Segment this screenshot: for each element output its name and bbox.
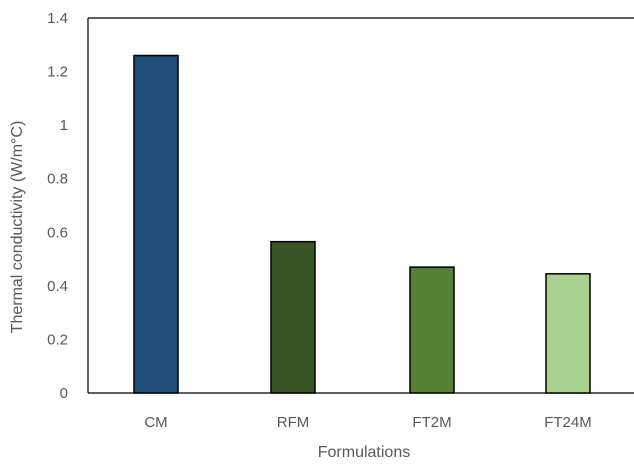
x-tick-label: RFM <box>277 414 310 431</box>
bar-ft24m <box>545 273 591 394</box>
x-tick-label: CM <box>144 414 167 431</box>
y-tick-label: 1 <box>60 117 68 134</box>
bar-cm <box>133 54 179 394</box>
x-tick-label: FT2M <box>412 414 451 431</box>
y-tick-label: 1.2 <box>47 64 68 81</box>
bar-rfm <box>270 240 316 394</box>
axes <box>87 17 634 394</box>
y-tick-labels: 0 0.2 0.4 0.6 0.8 1 1.2 1.4 <box>47 10 68 402</box>
y-tick-label: 0.4 <box>47 278 68 295</box>
y-axis-title: Thermal conductivity (W/m°C) <box>9 121 26 334</box>
y-tick-label: 0.2 <box>47 331 68 348</box>
bar-ft2m <box>409 266 455 394</box>
y-tick-label: 1.4 <box>47 10 68 27</box>
x-axis-title: Formulations <box>318 444 410 461</box>
x-tick-label: FT24M <box>544 414 592 431</box>
y-tick-label: 0.6 <box>47 224 68 241</box>
y-tick-label: 0.8 <box>47 171 68 188</box>
bars <box>133 54 591 394</box>
x-tick-labels: CM RFM FT2M FT24M <box>144 414 591 431</box>
y-tick-label: 0 <box>60 385 68 402</box>
